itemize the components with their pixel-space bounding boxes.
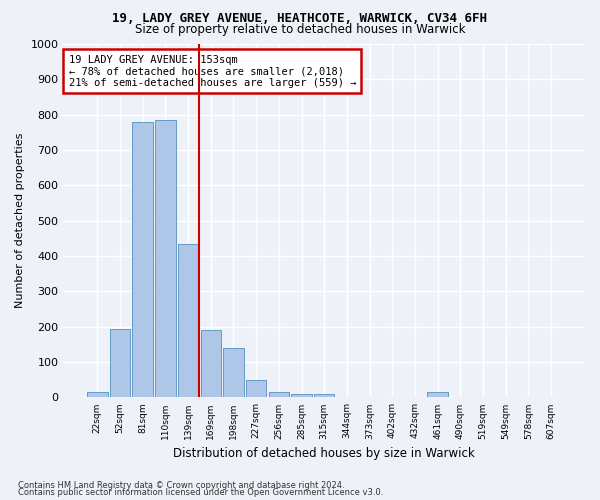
Text: Size of property relative to detached houses in Warwick: Size of property relative to detached ho… (135, 22, 465, 36)
Text: 19 LADY GREY AVENUE: 153sqm
← 78% of detached houses are smaller (2,018)
21% of : 19 LADY GREY AVENUE: 153sqm ← 78% of det… (68, 54, 356, 88)
Bar (314, 394, 334, 398)
Bar (292, 394, 312, 398)
Bar (178, 244, 198, 398)
X-axis label: Distribution of detached houses by size in Warwick: Distribution of detached houses by size … (173, 447, 475, 460)
Text: Contains public sector information licensed under the Open Government Licence v3: Contains public sector information licen… (18, 488, 383, 497)
Bar (269, 392, 289, 398)
Text: 19, LADY GREY AVENUE, HEATHCOTE, WARWICK, CV34 6FH: 19, LADY GREY AVENUE, HEATHCOTE, WARWICK… (113, 12, 487, 26)
Text: Contains HM Land Registry data © Crown copyright and database right 2024.: Contains HM Land Registry data © Crown c… (18, 480, 344, 490)
Bar (223, 348, 244, 398)
Bar (110, 328, 130, 398)
Bar (87, 392, 107, 398)
Y-axis label: Number of detached properties: Number of detached properties (15, 133, 25, 308)
Bar (200, 330, 221, 398)
Bar (246, 380, 266, 398)
Bar (133, 122, 153, 398)
Bar (155, 120, 176, 398)
Bar (427, 392, 448, 398)
